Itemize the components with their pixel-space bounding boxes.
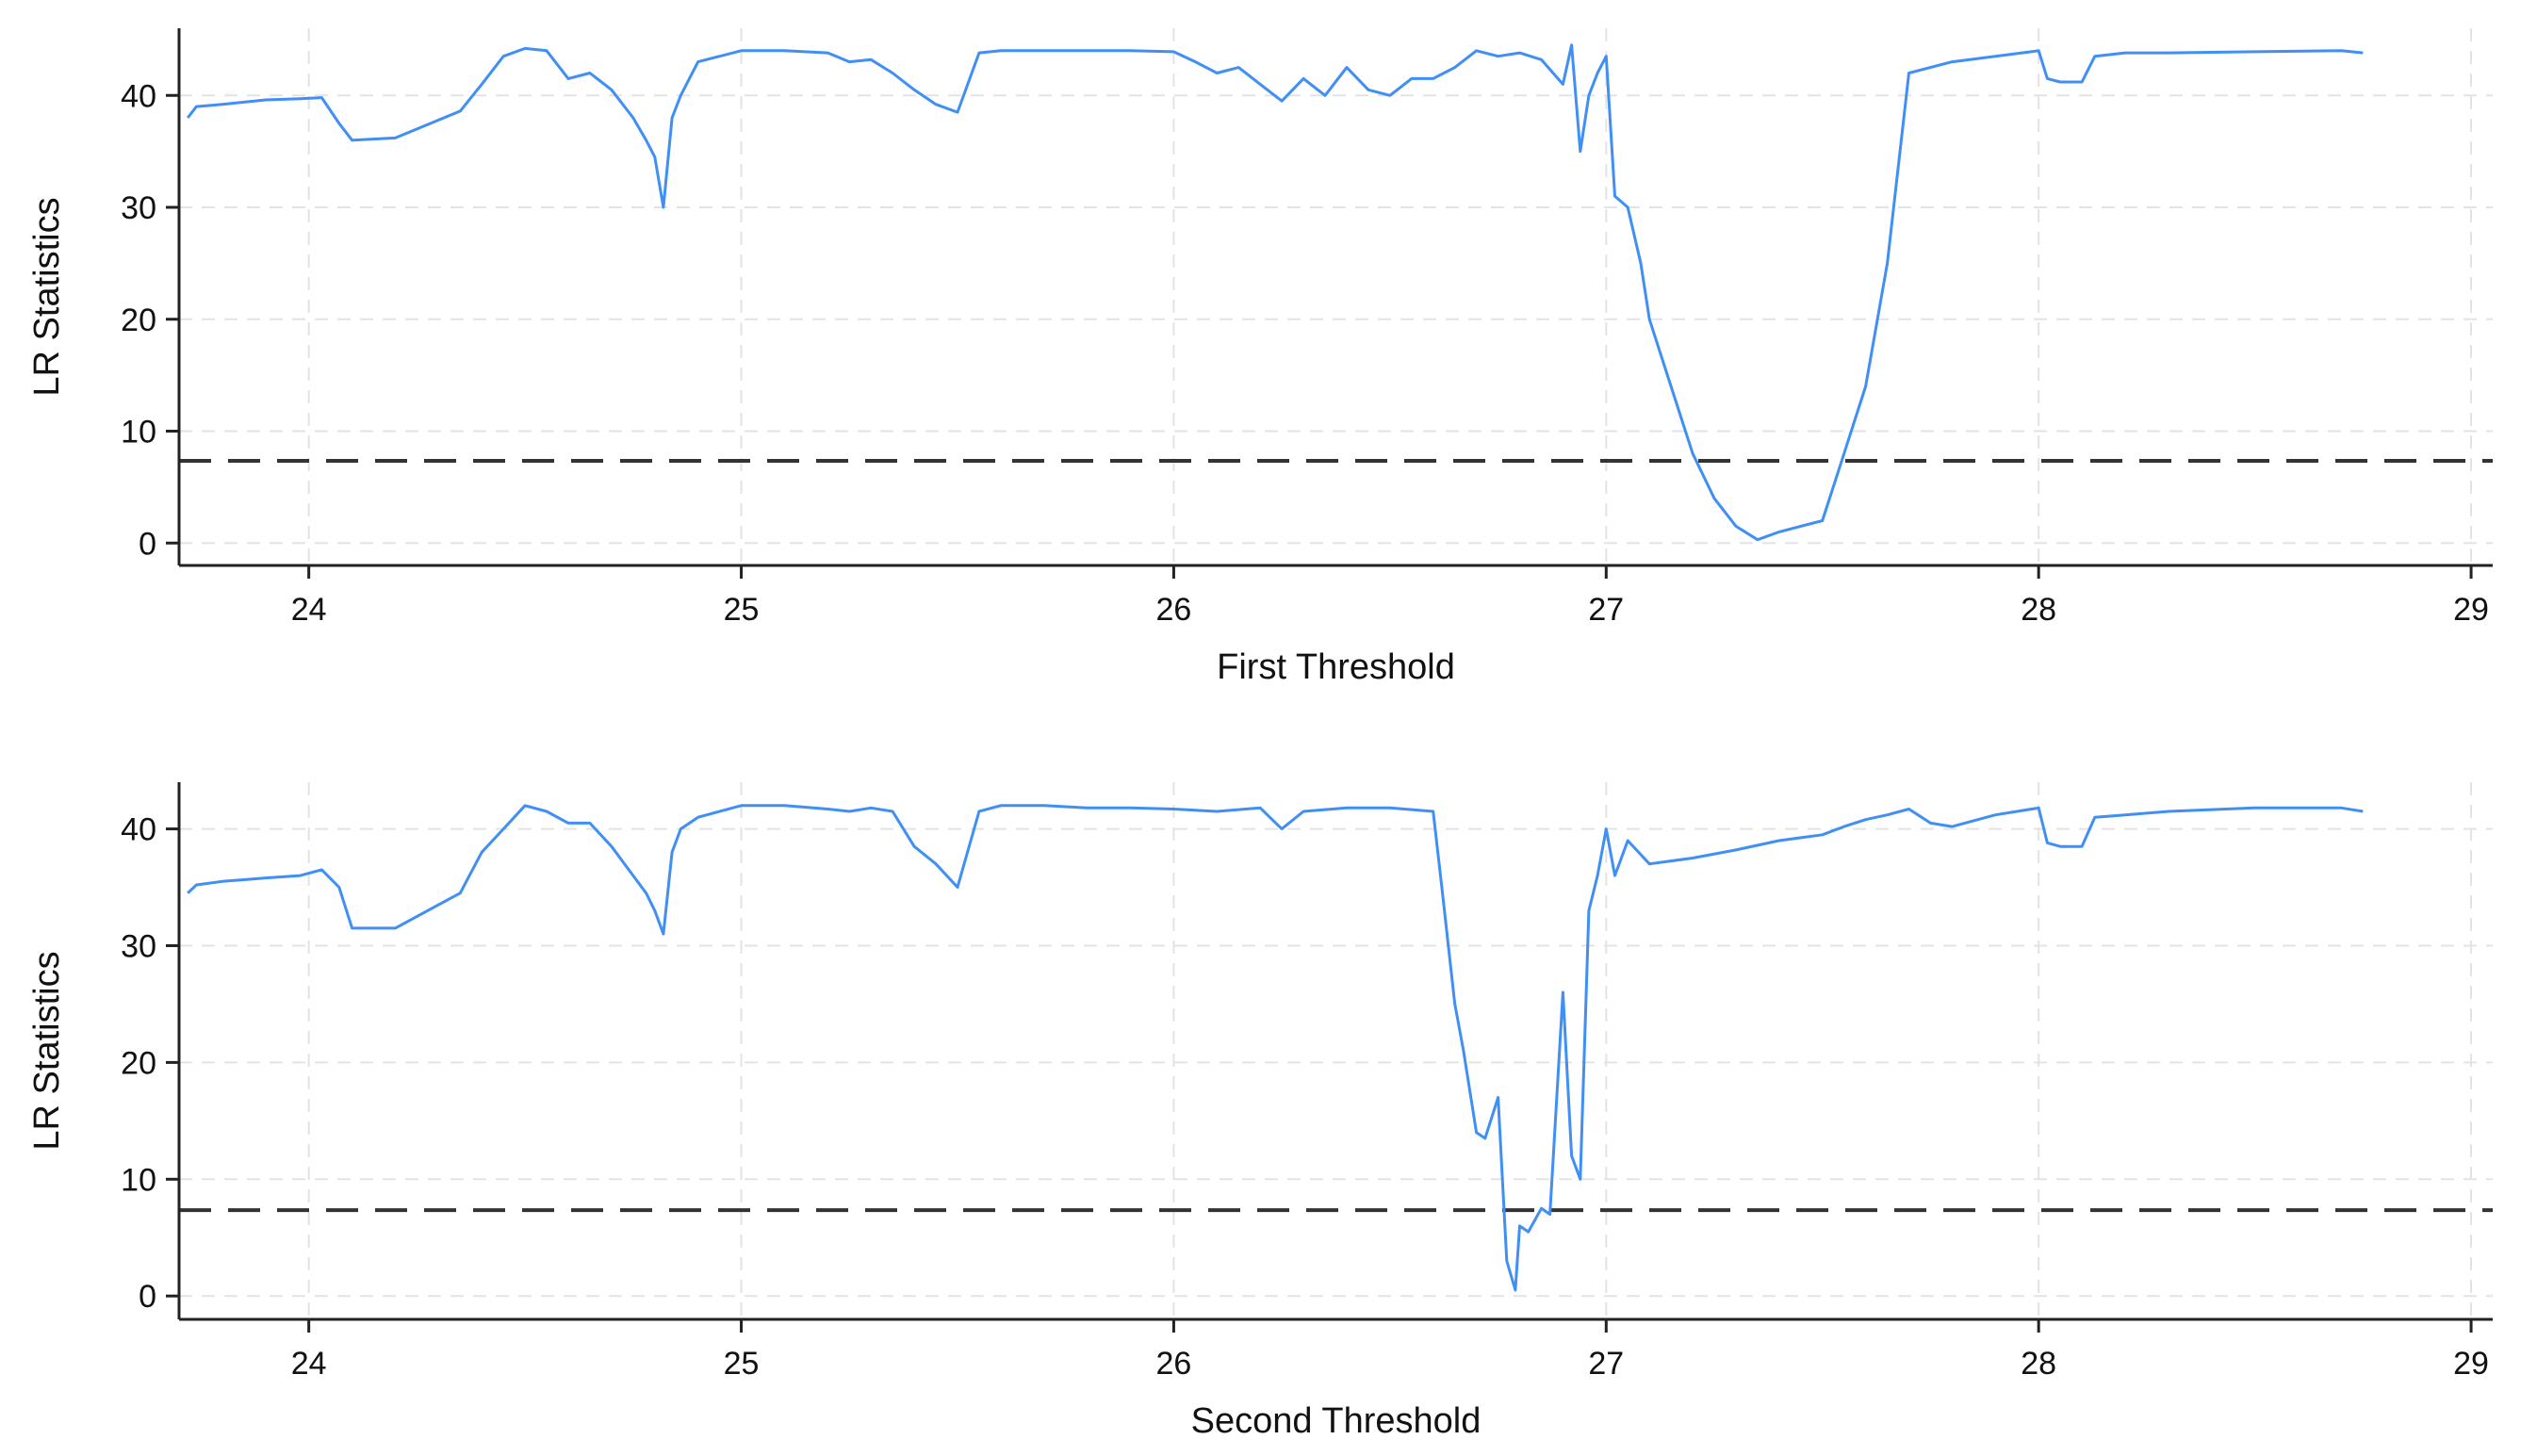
x-tick-label: 27 — [1588, 1346, 1624, 1382]
x-tick-label: 29 — [2453, 592, 2489, 628]
y-tick-label: 40 — [121, 78, 156, 114]
x-axis-title-second: Second Threshold — [1191, 1401, 1481, 1441]
x-tick-label: 25 — [724, 592, 760, 628]
x-tick-label: 26 — [1156, 1346, 1192, 1382]
x-tick-label: 29 — [2453, 1346, 2489, 1382]
x-tick-label: 26 — [1156, 592, 1192, 628]
y-tick-label: 20 — [121, 303, 156, 338]
grid-first — [179, 28, 2493, 565]
y-tick-label: 30 — [121, 190, 156, 226]
x-tick-label: 25 — [724, 1346, 760, 1382]
ticks-first: 24 25 26 27 28 29 0 10 20 30 40 — [121, 78, 2489, 628]
x-tick-label: 27 — [1588, 592, 1624, 628]
panel-second-threshold: 24 25 26 27 28 29 0 10 20 30 40 Second Threshold L… — [27, 782, 2493, 1441]
y-tick-label: 40 — [121, 812, 156, 848]
axes-first — [177, 28, 2493, 567]
axes-second — [177, 782, 2493, 1321]
y-tick-label: 20 — [121, 1045, 156, 1081]
x-tick-label: 24 — [291, 1346, 327, 1382]
y-tick-label: 0 — [139, 1279, 156, 1315]
y-tick-label: 0 — [139, 526, 156, 562]
x-tick-label: 28 — [2021, 592, 2056, 628]
lr-series-line-first — [187, 43, 2364, 542]
lr-series-line-second — [187, 804, 2364, 1292]
y-axis-title-second: LR Statistics — [27, 951, 67, 1150]
ticks-second: 24 25 26 27 28 29 0 10 20 30 40 — [121, 812, 2489, 1382]
y-tick-label: 10 — [121, 1162, 156, 1198]
grid-second — [179, 782, 2493, 1319]
y-tick-label: 30 — [121, 928, 156, 964]
x-axis-title-first: First Threshold — [1217, 647, 1455, 687]
x-tick-label: 28 — [2021, 1346, 2056, 1382]
y-axis-title-first: LR Statistics — [27, 197, 67, 396]
panel-first-threshold: 24 25 26 27 28 29 0 10 20 30 40 First Threshold LR… — [27, 28, 2493, 687]
x-tick-label: 24 — [291, 592, 327, 628]
y-tick-label: 10 — [121, 415, 156, 450]
